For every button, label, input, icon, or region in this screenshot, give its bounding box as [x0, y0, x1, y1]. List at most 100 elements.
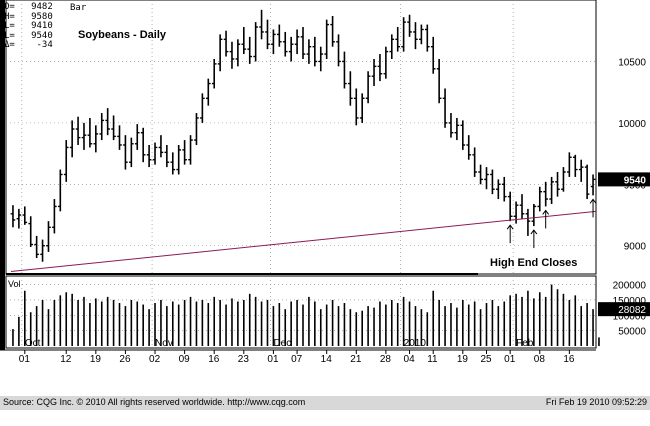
price-bar [182, 140, 187, 165]
price-bar [454, 117, 460, 141]
price-tick-label: 9000 [624, 242, 647, 253]
price-bar [300, 27, 306, 59]
volume-tick-label: 200000 [613, 281, 647, 292]
price-bar [324, 19, 329, 59]
current-price-box [598, 172, 650, 187]
bar-type-label: Bar [70, 3, 87, 13]
date-tick-label: 11 [427, 354, 438, 365]
price-bar [129, 137, 134, 168]
date-tick-label: 25 [480, 354, 492, 365]
price-bar [99, 113, 105, 141]
arrow-head [506, 224, 514, 230]
arrow-head [589, 198, 597, 204]
price-bar [359, 93, 365, 123]
price-bar [294, 29, 300, 55]
price-bar [288, 36, 294, 62]
month-label: Dec [273, 338, 291, 349]
ohlc-last: L= 9540 [4, 30, 53, 41]
price-bar [584, 164, 590, 200]
price-bar [401, 17, 406, 52]
price-bar [501, 176, 507, 202]
date-tick-label: 07 [291, 354, 303, 365]
price-bar [164, 144, 170, 168]
price-bar [383, 46, 389, 79]
price-bar [419, 24, 424, 45]
date-tick-label: 01 [267, 354, 279, 365]
price-bar [348, 71, 353, 106]
date-tick-label: 14 [321, 354, 333, 365]
price-bar [223, 30, 229, 57]
date-tick-label: 19 [457, 354, 469, 365]
price-bar [229, 41, 235, 69]
price-bar [146, 144, 152, 168]
price-bar [513, 201, 519, 224]
price-bar [188, 135, 193, 165]
date-tick-label: 12 [60, 354, 72, 365]
price-bar [253, 22, 258, 62]
date-tick-label: 21 [350, 354, 362, 365]
price-bar [211, 58, 217, 89]
price-bar [306, 39, 312, 64]
price-bar [430, 36, 436, 74]
left-edge-bar [0, 0, 5, 350]
volume-tick-label: 100000 [613, 311, 647, 322]
price-bar [336, 34, 341, 67]
price-bar [425, 24, 430, 52]
price-bar [318, 46, 324, 72]
chart-gridlines [6, 0, 596, 346]
price-bar [194, 113, 199, 145]
price-bar [58, 169, 63, 212]
price-bar [472, 147, 477, 177]
price-bar [312, 36, 318, 67]
ohlc-open: O= 9482 [4, 2, 53, 12]
price-bar [442, 88, 448, 128]
price-bar [117, 125, 122, 150]
price-bar [371, 58, 377, 87]
price-bar [123, 135, 128, 170]
date-tick-label: 16 [208, 354, 220, 365]
date-tick-label: 09 [179, 354, 191, 365]
price-bar [200, 93, 205, 123]
price-bar [205, 78, 211, 106]
price-bar [377, 54, 383, 82]
price-bar [519, 194, 525, 219]
date-tick-label: 28 [380, 354, 392, 365]
date-tick-label: 01 [504, 354, 516, 365]
date-tick-label: 23 [238, 354, 250, 365]
chart-frame [0, 0, 597, 350]
date-tick-label: 02 [149, 354, 161, 365]
price-bar [105, 108, 110, 136]
date-tick-label: 04 [404, 354, 416, 365]
price-bar [460, 120, 466, 150]
price-bar [52, 199, 57, 234]
month-label: 2010 [404, 338, 427, 349]
price-bar [235, 39, 241, 67]
price-bar [436, 58, 442, 104]
price-bar [34, 235, 39, 259]
price-bar [543, 181, 548, 207]
price-bar [217, 34, 223, 72]
price-bar [22, 206, 28, 225]
price-bar [69, 120, 75, 158]
footer-source: Source: CQG Inc. © 2010 All rights reser… [3, 397, 306, 407]
trendline [10, 210, 597, 273]
price-bar [525, 208, 531, 236]
chart-title: Soybeans - Daily [78, 29, 167, 41]
price-bar [572, 154, 578, 177]
price-bar [271, 29, 276, 55]
price-bar [40, 239, 45, 262]
price-bar [448, 113, 454, 138]
arrow-head [542, 209, 550, 215]
price-bar [277, 24, 282, 47]
annotation-high-end-closes: High End Closes [490, 257, 578, 269]
price-bar [111, 115, 116, 141]
price-bar [561, 167, 566, 192]
date-tick-label: 08 [534, 354, 546, 365]
price-bar [170, 152, 176, 175]
month-label: Oct [25, 338, 41, 349]
footer-bar: Source: CQG Inc. © 2010 All rights reser… [0, 396, 650, 410]
ohlc-high: H= 9580 [4, 11, 53, 22]
price-bar [413, 22, 418, 50]
price-bar [590, 174, 596, 196]
price-bar [578, 159, 584, 182]
